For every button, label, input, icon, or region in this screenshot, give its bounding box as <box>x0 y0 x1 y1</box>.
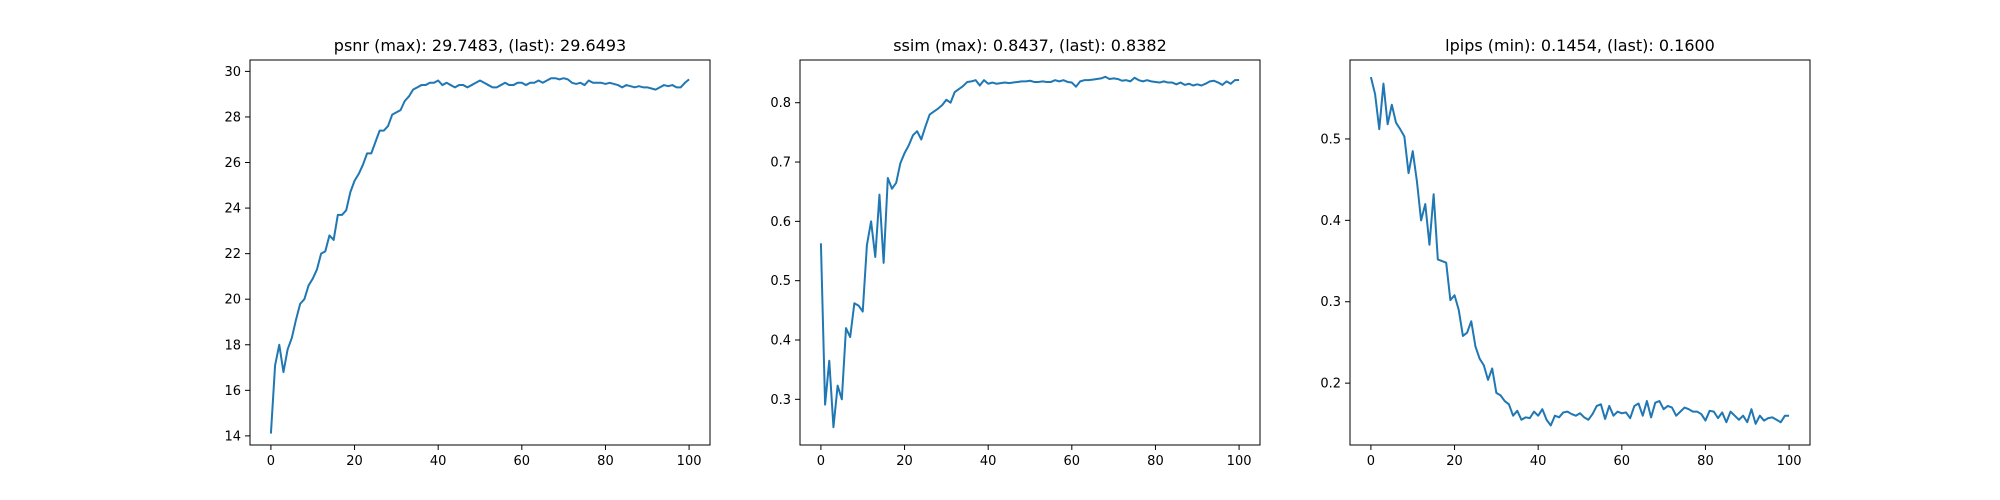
chart-title-lpips: lpips (min): 0.1454, (last): 0.1600 <box>1445 36 1715 55</box>
x-tick-label-ssim: 20 <box>896 454 913 469</box>
y-tick-label-ssim: 0.7 <box>770 156 791 171</box>
x-tick-label-ssim: 100 <box>1227 454 1252 469</box>
x-tick-label-psnr: 100 <box>677 454 702 469</box>
y-tick-label-ssim: 0.4 <box>770 334 791 349</box>
y-tick-label-psnr: 30 <box>224 65 241 80</box>
y-tick-label-lpips: 0.5 <box>1320 132 1341 147</box>
x-tick-label-psnr: 60 <box>514 454 531 469</box>
x-tick-label-ssim: 40 <box>980 454 997 469</box>
series-line-lpips <box>1369 76 1790 427</box>
panel-ssim: ssim (max): 0.8437, (last): 0.8382 0 20 40… <box>770 36 1261 469</box>
y-tick-label-ssim: 0.8 <box>770 96 791 111</box>
chart-title-psnr: psnr (max): 29.7483, (last): 29.6493 <box>334 36 626 55</box>
y-tick-label-psnr: 28 <box>224 110 241 125</box>
x-tick-label-psnr: 0 <box>267 454 275 469</box>
panel-lpips: lpips (min): 0.1454, (last): 0.1600 0 20 4… <box>1320 36 1811 469</box>
x-tick-label-psnr: 20 <box>346 454 363 469</box>
y-tick-label-psnr: 22 <box>224 247 241 262</box>
x-tick-label-psnr: 40 <box>430 454 447 469</box>
y-tick-label-psnr: 20 <box>224 293 241 308</box>
y-tick-label-ssim: 0.3 <box>770 393 791 408</box>
x-tick-label-ssim: 60 <box>1064 454 1081 469</box>
x-tick-label-ssim: 80 <box>1147 454 1164 469</box>
plot-frame-ssim <box>799 59 1261 446</box>
plot-frame-psnr <box>249 59 711 446</box>
y-tick-label-psnr: 14 <box>224 429 241 444</box>
y-tick-label-psnr: 26 <box>224 156 241 171</box>
y-tick-label-ssim: 0.5 <box>770 274 791 289</box>
y-tick-label-lpips: 0.3 <box>1320 295 1341 310</box>
x-tick-label-lpips: 40 <box>1530 454 1547 469</box>
x-tick-label-psnr: 80 <box>597 454 614 469</box>
y-tick-label-lpips: 0.2 <box>1320 377 1341 392</box>
panel-psnr: psnr (max): 29.7483, (last): 29.6493 0 20… <box>224 36 711 469</box>
y-tick-label-ssim: 0.6 <box>770 215 791 230</box>
series-line-ssim <box>819 75 1240 429</box>
x-tick-label-lpips: 80 <box>1697 454 1714 469</box>
x-tick-label-lpips: 60 <box>1614 454 1631 469</box>
y-tick-label-lpips: 0.4 <box>1320 214 1341 229</box>
series-line-psnr <box>269 77 690 434</box>
x-tick-label-lpips: 20 <box>1446 454 1463 469</box>
x-tick-label-lpips: 100 <box>1777 454 1802 469</box>
x-tick-label-lpips: 0 <box>1367 454 1375 469</box>
plot-frame-lpips <box>1349 59 1811 446</box>
y-tick-label-psnr: 24 <box>224 202 241 217</box>
y-tick-label-psnr: 16 <box>224 384 241 399</box>
chart-title-ssim: ssim (max): 0.8437, (last): 0.8382 <box>893 36 1167 55</box>
x-tick-label-ssim: 0 <box>817 454 825 469</box>
y-tick-label-psnr: 18 <box>224 338 241 353</box>
